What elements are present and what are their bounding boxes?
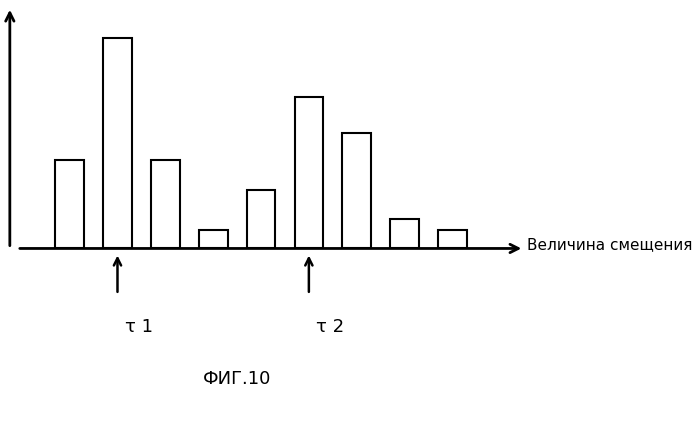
Bar bbox=[55, 160, 84, 249]
Bar bbox=[343, 133, 371, 249]
Text: τ 2: τ 2 bbox=[316, 318, 344, 336]
Bar bbox=[151, 160, 180, 249]
Bar bbox=[294, 97, 323, 249]
Bar bbox=[103, 38, 132, 249]
Text: Величина смещения: Величина смещения bbox=[526, 237, 692, 252]
Bar bbox=[390, 219, 419, 249]
Text: τ 1: τ 1 bbox=[124, 318, 152, 336]
Bar bbox=[247, 190, 275, 249]
Text: ФИГ.10: ФИГ.10 bbox=[203, 370, 271, 388]
Bar bbox=[438, 230, 467, 249]
Bar bbox=[199, 230, 228, 249]
